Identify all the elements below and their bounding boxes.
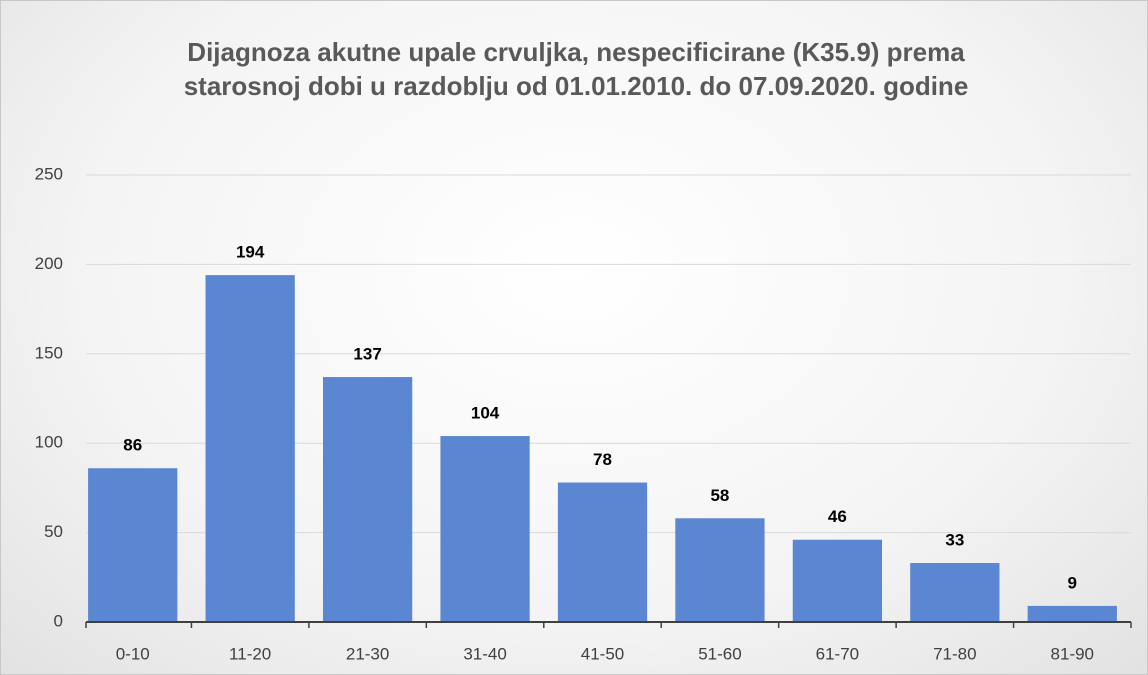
value-label: 137: [353, 345, 381, 364]
x-tick-label: 11-20: [229, 644, 271, 663]
value-label: 86: [123, 436, 142, 455]
x-tick-label: 41-50: [581, 644, 624, 663]
bar: [440, 436, 530, 622]
bar: [205, 275, 295, 622]
x-tick-label: 51-60: [698, 644, 741, 663]
y-tick-label: 150: [35, 343, 63, 362]
y-tick-label: 50: [44, 522, 63, 541]
bar: [557, 482, 648, 622]
value-label: 58: [710, 486, 729, 505]
bar: [910, 562, 1000, 622]
bar: [322, 377, 413, 622]
value-label: 33: [945, 530, 964, 549]
x-tick-label: 0-10: [116, 644, 150, 663]
bar: [88, 468, 178, 622]
bar: [1027, 605, 1117, 622]
y-tick-label: 0: [54, 611, 63, 630]
chart-title: Dijagnoza akutne upale crvuljka, nespeci…: [183, 37, 969, 101]
y-tick-label: 200: [35, 254, 63, 273]
y-tick-label: 100: [35, 433, 63, 452]
value-label: 46: [828, 507, 847, 526]
x-tick-label: 71-80: [933, 644, 976, 663]
x-tick-label: 61-70: [816, 644, 859, 663]
bar: [675, 518, 765, 622]
x-tick-label: 81-90: [1051, 644, 1094, 663]
value-label: 194: [236, 243, 265, 262]
x-tick-label: 21-30: [346, 644, 389, 663]
value-label: 78: [593, 450, 612, 469]
x-tick-label: 31-40: [463, 644, 506, 663]
value-label: 9: [1068, 573, 1077, 592]
y-tick-label: 250: [35, 164, 63, 183]
value-label: 104: [471, 404, 500, 423]
bar: [792, 539, 883, 622]
